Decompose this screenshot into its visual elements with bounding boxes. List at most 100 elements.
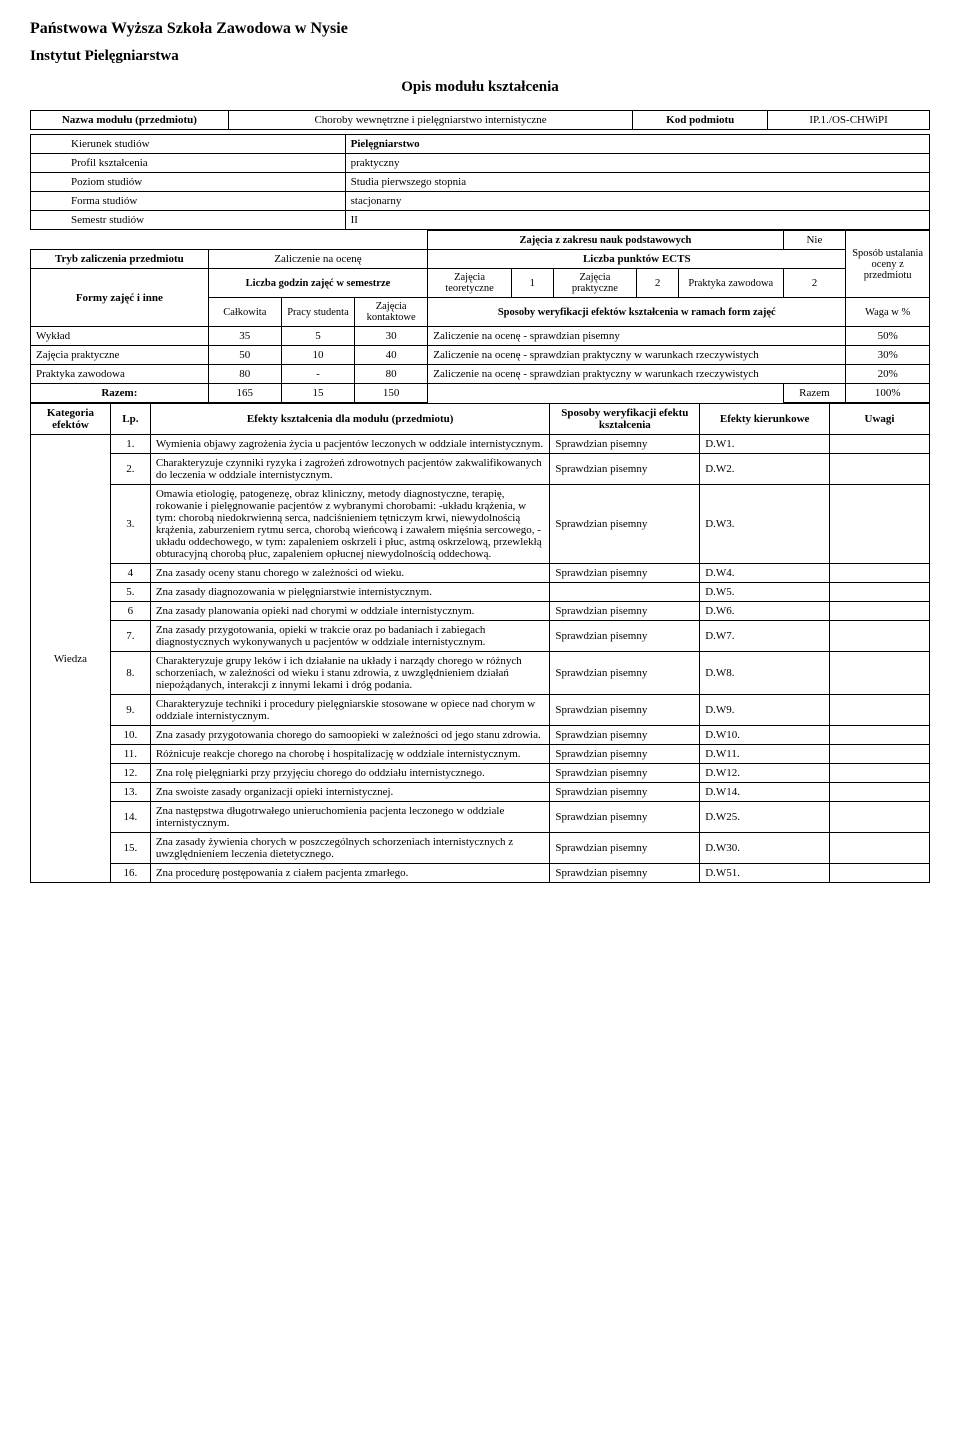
zajecia-desc: Zaliczenie na ocenę - sprawdzian praktyc… xyxy=(428,346,846,365)
effect-notes xyxy=(830,833,930,864)
effect-text: Zna zasady przygotowania chorego do samo… xyxy=(150,726,550,745)
effect-code: D.W12. xyxy=(700,764,830,783)
wyklad-desc: Zaliczenie na ocenę - sprawdzian pisemny xyxy=(428,327,846,346)
effect-verification: Sprawdzian pisemny xyxy=(550,783,700,802)
lp-header: Lp. xyxy=(110,404,150,435)
uwagi-header: Uwagi xyxy=(830,404,930,435)
zajecia-label: Zajęcia praktyczne xyxy=(31,346,209,365)
effect-verification: Sprawdzian pisemny xyxy=(550,726,700,745)
calkowita-label: Całkowita xyxy=(208,298,281,327)
effect-lp: 1. xyxy=(110,435,150,454)
effect-lp: 8. xyxy=(110,652,150,695)
assessment-table: Zajęcia z zakresu nauk podstawowych Nie … xyxy=(30,230,930,403)
ects-label: Liczba punktów ECTS xyxy=(428,250,846,269)
effect-notes xyxy=(830,602,930,621)
praktyczne-val: 2 xyxy=(637,269,679,298)
effect-verification: Sprawdzian pisemny xyxy=(550,652,700,695)
kierunkowe-header: Efekty kierunkowe xyxy=(700,404,830,435)
effect-lp: 14. xyxy=(110,802,150,833)
kierunek-label: Kierunek studiów xyxy=(31,135,346,154)
teoretyczne-val: 1 xyxy=(511,269,553,298)
effect-verification: Sprawdzian pisemny xyxy=(550,745,700,764)
module-header-table: Nazwa modułu (przedmiotu) Choroby wewnęt… xyxy=(30,110,930,130)
praktyka-c: 80 xyxy=(208,365,281,384)
effect-text: Zna zasady diagnozowania w pielęgniarstw… xyxy=(150,583,550,602)
effect-text: Wymienia objawy zagrożenia życia u pacje… xyxy=(150,435,550,454)
effect-notes xyxy=(830,726,930,745)
praktyka-k: 80 xyxy=(355,365,428,384)
razem-p: 15 xyxy=(281,384,354,403)
effect-lp: 15. xyxy=(110,833,150,864)
formy-label: Formy zajęć i inne xyxy=(31,269,209,327)
effect-code: D.W14. xyxy=(700,783,830,802)
effect-notes xyxy=(830,454,930,485)
effect-code: D.W1. xyxy=(700,435,830,454)
effect-verification: Sprawdzian pisemny xyxy=(550,435,700,454)
semestr-label: Semestr studiów xyxy=(31,211,346,230)
kategoria-header: Kategoria efektów xyxy=(31,404,111,435)
effect-notes xyxy=(830,695,930,726)
effect-text: Różnicuje reakcje chorego na chorobę i h… xyxy=(150,745,550,764)
kierunek-value: Pielęgniarstwo xyxy=(345,135,929,154)
effect-lp: 2. xyxy=(110,454,150,485)
effect-lp: 3. xyxy=(110,485,150,564)
effect-code: D.W51. xyxy=(700,864,830,883)
effect-notes xyxy=(830,783,930,802)
zajecia-waga: 30% xyxy=(846,346,930,365)
poziom-value: Studia pierwszego stopnia xyxy=(345,173,929,192)
effect-verification: Sprawdzian pisemny xyxy=(550,602,700,621)
effect-lp: 7. xyxy=(110,621,150,652)
effect-notes xyxy=(830,745,930,764)
effect-text: Omawia etiologię, patogenezę, obraz klin… xyxy=(150,485,550,564)
effect-text: Zna procedurę postępowania z ciałem pacj… xyxy=(150,864,550,883)
effect-code: D.W8. xyxy=(700,652,830,695)
pracy-label: Pracy studenta xyxy=(281,298,354,327)
wyklad-label: Wykład xyxy=(31,327,209,346)
effect-verification: Sprawdzian pisemny xyxy=(550,833,700,864)
razem-waga: 100% xyxy=(846,384,930,403)
effect-lp: 10. xyxy=(110,726,150,745)
efekty-header: Efekty kształcenia dla modułu (przedmiot… xyxy=(150,404,550,435)
effect-code: D.W3. xyxy=(700,485,830,564)
effect-lp: 11. xyxy=(110,745,150,764)
effect-lp: 13. xyxy=(110,783,150,802)
effect-lp: 16. xyxy=(110,864,150,883)
forma-label: Forma studiów xyxy=(31,192,346,211)
forma-value: stacjonarny xyxy=(345,192,929,211)
effect-verification: Sprawdzian pisemny xyxy=(550,454,700,485)
module-name-label: Nazwa modułu (przedmiotu) xyxy=(31,111,229,130)
effect-code: D.W30. xyxy=(700,833,830,864)
effect-code: D.W25. xyxy=(700,802,830,833)
effect-text: Zna swoiste zasady organizacji opieki in… xyxy=(150,783,550,802)
effect-notes xyxy=(830,485,930,564)
effect-notes xyxy=(830,802,930,833)
zajecia-c: 50 xyxy=(208,346,281,365)
waga-label: Waga w % xyxy=(846,298,930,327)
effect-text: Zna zasady oceny stanu chorego w zależno… xyxy=(150,564,550,583)
effect-code: D.W2. xyxy=(700,454,830,485)
wyklad-c: 35 xyxy=(208,327,281,346)
effect-notes xyxy=(830,583,930,602)
effect-text: Zna zasady przygotowania, opieki w trakc… xyxy=(150,621,550,652)
effect-verification: Sprawdzian pisemny xyxy=(550,621,700,652)
praktyczne-label: Zajęcia praktyczne xyxy=(553,269,637,298)
module-code-label: Kod podmiotu xyxy=(633,111,768,130)
effect-verification: Sprawdzian pisemny xyxy=(550,764,700,783)
effect-text: Charakteryzuje czynniki ryzyka i zagroże… xyxy=(150,454,550,485)
profil-label: Profil kształcenia xyxy=(31,154,346,173)
effect-lp: 12. xyxy=(110,764,150,783)
praktyka-waga: 20% xyxy=(846,365,930,384)
godzin-label: Liczba godzin zajęć w semestrze xyxy=(208,269,428,298)
module-code-value: IP.1./OS-CHWiPI xyxy=(768,111,930,130)
effect-code: D.W10. xyxy=(700,726,830,745)
sposoby-label: Sposoby weryfikacji efektów kształcenia … xyxy=(428,298,846,327)
zajecia-p: 10 xyxy=(281,346,354,365)
school-title: Państwowa Wyższa Szkoła Zawodowa w Nysie xyxy=(30,20,930,38)
effect-code: D.W7. xyxy=(700,621,830,652)
effect-verification: Sprawdzian pisemny xyxy=(550,564,700,583)
info-table: Kierunek studiów Pielęgniarstwo Profil k… xyxy=(30,134,930,230)
effect-notes xyxy=(830,435,930,454)
razem-razem-lbl: Razem xyxy=(783,384,846,403)
zakres-label: Zajęcia z zakresu nauk podstawowych xyxy=(428,231,783,250)
effect-notes xyxy=(830,864,930,883)
